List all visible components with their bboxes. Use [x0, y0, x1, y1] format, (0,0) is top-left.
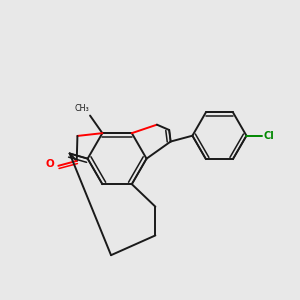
Text: O: O: [45, 159, 54, 170]
Text: CH₃: CH₃: [74, 104, 89, 113]
Text: Cl: Cl: [264, 131, 274, 141]
